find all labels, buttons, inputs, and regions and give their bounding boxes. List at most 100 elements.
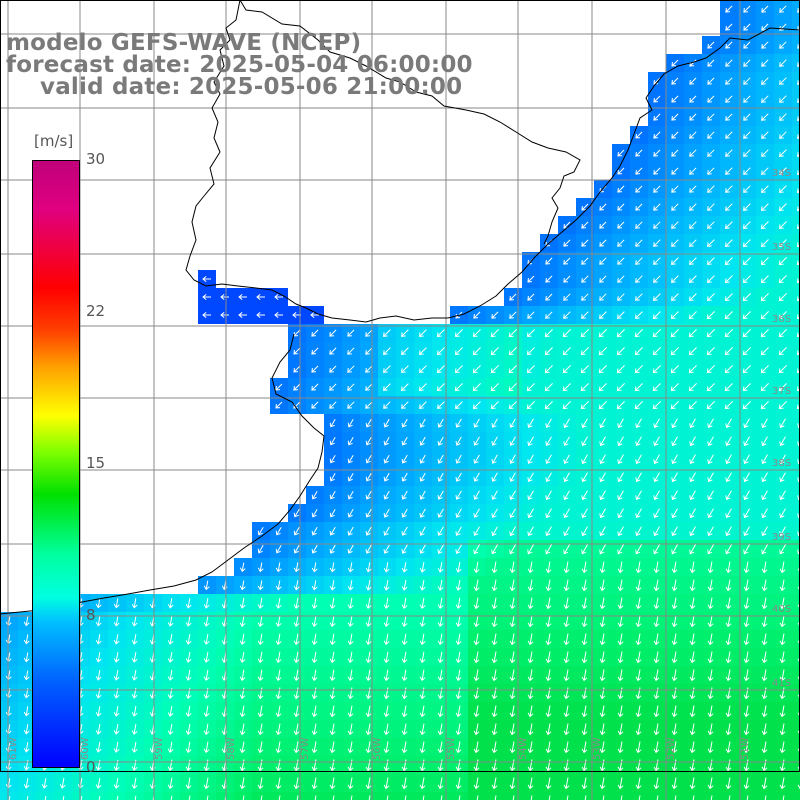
wind-arrow-146	[689, 257, 697, 265]
wind-arrow-290	[526, 365, 535, 374]
wind-arrow-854	[311, 669, 318, 682]
wind-arrow-1178	[476, 795, 479, 800]
wind-arrow-10	[707, 41, 715, 49]
wind-arrow-809	[311, 651, 318, 664]
wind-arrow-649	[635, 579, 642, 592]
wind-arrow-674	[311, 597, 318, 609]
wind-arrow-387	[707, 418, 714, 429]
wind-arrow-203	[527, 311, 535, 319]
wind-arrow-1166	[260, 795, 263, 800]
wind-arrow-401	[473, 436, 480, 446]
wind-arrow-922	[725, 687, 732, 700]
wind-arrow-1194	[764, 795, 767, 800]
wind-arrow-552	[635, 526, 642, 537]
wind-arrow-370	[401, 418, 408, 428]
wind-arrow-376	[509, 418, 516, 428]
wind-arrow-174	[274, 294, 283, 300]
wind-arrow-394	[347, 436, 354, 446]
wind-arrow-322	[562, 383, 571, 392]
wind-arrow-496	[707, 490, 714, 501]
wind-arrow-7	[761, 23, 769, 31]
wind-arrow-818	[473, 651, 480, 664]
lon-label-54W: 54W	[518, 737, 529, 760]
speed-cell-926	[792, 684, 800, 702]
wind-arrow-878	[743, 669, 750, 682]
wind-arrow-260	[508, 347, 517, 356]
wind-arrow-785	[689, 633, 696, 646]
wind-arrow-0	[725, 5, 733, 13]
speed-cell-121	[792, 216, 800, 234]
wind-arrow-810	[329, 651, 336, 664]
wind-arrow-375	[491, 418, 498, 428]
wind-arrow-111	[617, 221, 625, 229]
speed-cell-50	[792, 108, 800, 126]
wind-arrow-267	[634, 347, 643, 356]
wind-arrow-1161	[170, 795, 173, 800]
wind-arrow-857	[365, 669, 372, 682]
wind-arrow-776	[527, 633, 534, 646]
wind-arrow-338	[311, 401, 319, 409]
wind-arrow-11	[725, 41, 733, 49]
wind-arrow-758	[203, 633, 210, 645]
speed-cell-1106	[792, 756, 800, 774]
wind-arrow-65	[689, 149, 697, 157]
wind-arrow-120	[778, 221, 787, 230]
wind-arrow-616	[653, 561, 660, 574]
speed-cell-1161	[162, 792, 180, 800]
wind-arrow-213	[706, 311, 715, 320]
wind-arrow-959	[581, 705, 588, 718]
wind-arrow-80	[761, 167, 769, 175]
wind-arrow-790	[779, 633, 786, 646]
wind-arrow-333	[760, 383, 769, 392]
wind-arrow-291	[544, 365, 553, 374]
wind-arrow-1054	[671, 741, 678, 754]
wind-arrow-242	[706, 329, 715, 338]
wind-arrow-1128	[383, 777, 390, 790]
wind-arrow-657	[779, 579, 786, 592]
wind-arrow-779	[581, 633, 588, 646]
lon-label-57W: 57W	[300, 737, 311, 760]
wind-arrow-348	[490, 401, 499, 410]
wind-arrow-315	[436, 383, 445, 392]
wind-arrow-469	[725, 472, 732, 483]
wind-arrow-784	[671, 633, 678, 646]
wind-arrow-1045	[509, 741, 516, 754]
wind-arrow-495	[689, 490, 696, 501]
wind-arrow-986	[257, 723, 264, 736]
wind-arrow-252	[365, 347, 373, 355]
wind-arrow-1195	[782, 795, 785, 800]
wind-arrow-683	[473, 597, 480, 610]
wind-arrow-443	[743, 454, 750, 465]
wind-arrow-535	[329, 526, 336, 536]
wind-arrow-109	[581, 221, 589, 229]
wind-arrow-1113	[113, 777, 120, 789]
wind-arrow-1133	[473, 777, 480, 790]
wind-arrow-16	[671, 59, 679, 67]
wind-arrow-2	[761, 5, 769, 13]
speed-cell-1184	[576, 792, 594, 800]
wind-arrow-136	[796, 242, 800, 248]
wind-arrow-489	[581, 490, 588, 501]
wind-arrow-960	[599, 705, 606, 718]
wind-arrow-687	[545, 597, 552, 610]
wind-arrow-116	[707, 221, 715, 229]
wind-arrow-713	[203, 615, 210, 627]
wind-arrow-965	[689, 705, 696, 718]
wind-arrow-545	[509, 526, 516, 537]
speed-cell-419	[792, 432, 800, 450]
wind-arrow-954	[491, 705, 498, 718]
wind-arrow-234	[562, 329, 571, 338]
wind-arrow-47	[743, 113, 751, 121]
wind-arrow-32	[797, 80, 800, 85]
wind-arrow-961	[617, 705, 624, 718]
speed-cell-1061	[792, 738, 800, 756]
wind-arrow-232	[526, 329, 535, 338]
wind-arrow-1156	[80, 795, 83, 800]
wind-arrow-6	[743, 23, 751, 31]
wind-arrow-72	[617, 167, 625, 175]
wind-arrow-165	[724, 275, 733, 284]
wind-arrow-129	[671, 239, 679, 247]
wind-arrow-566	[329, 544, 336, 554]
wind-arrow-200	[473, 311, 481, 319]
wind-arrow-577	[527, 544, 535, 555]
